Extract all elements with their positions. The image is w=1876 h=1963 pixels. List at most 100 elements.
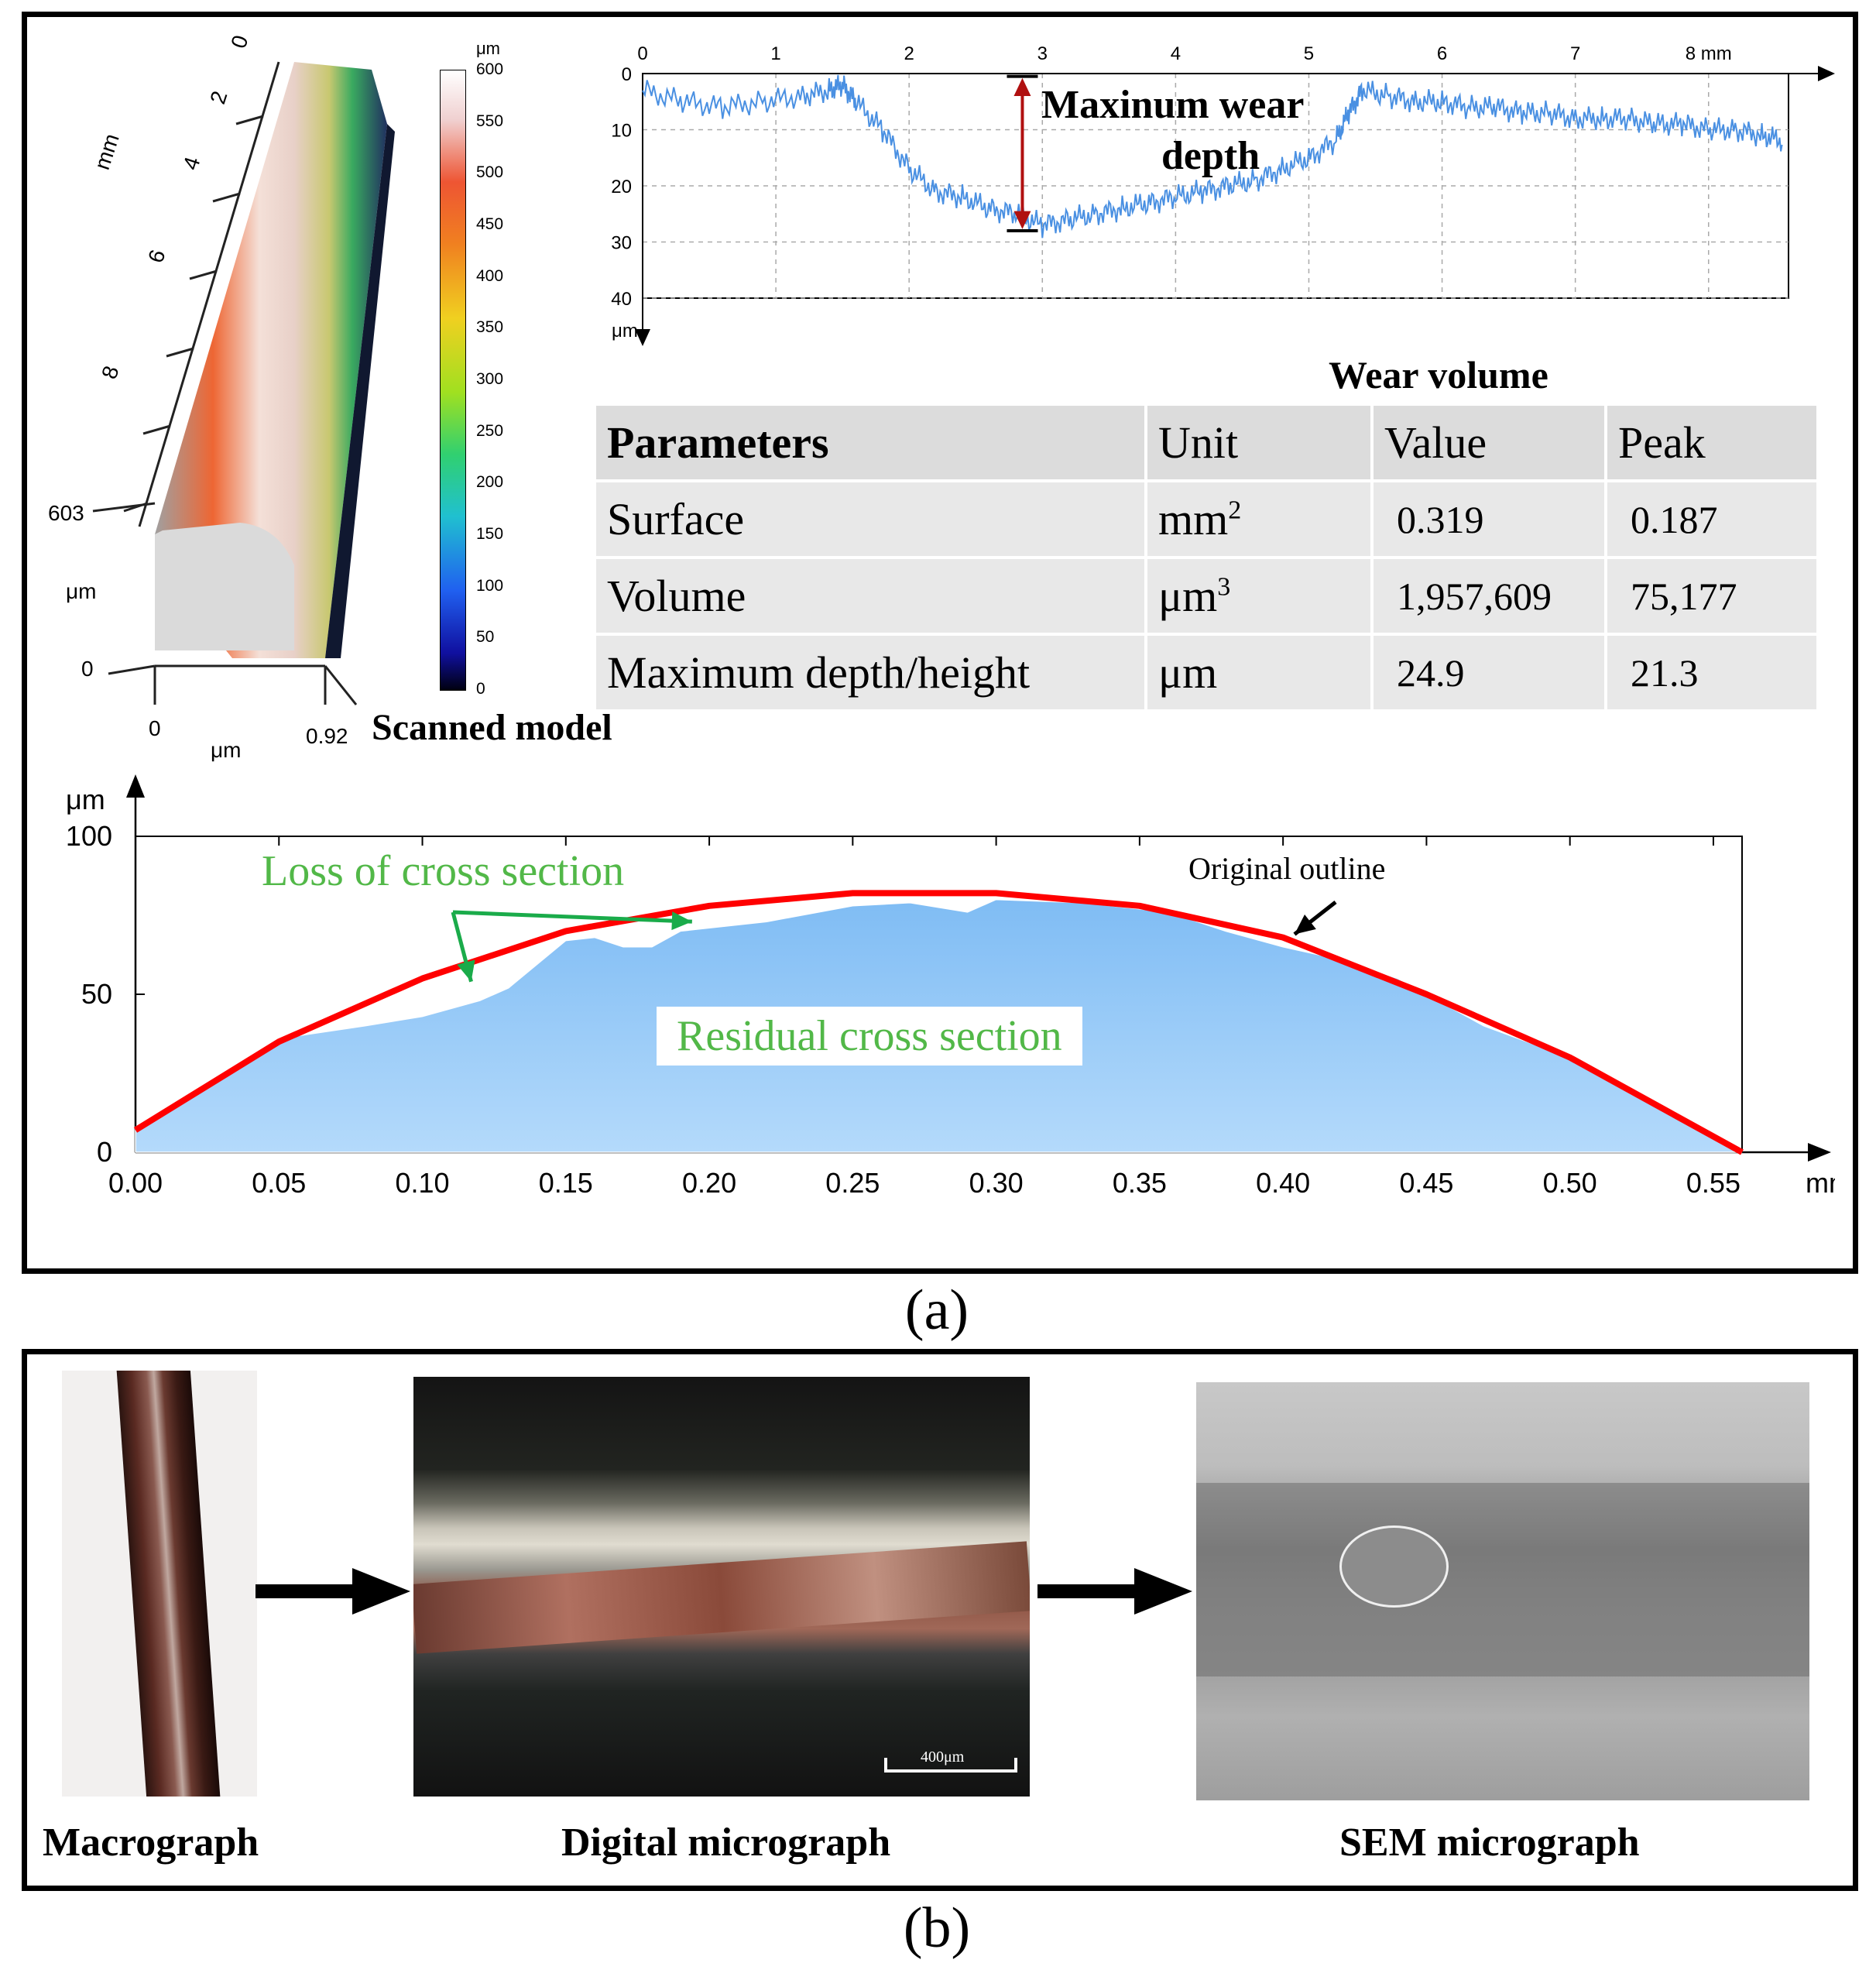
table-header-parameters: Parameters [593,403,1147,482]
y-tick-label: 50 [81,978,112,1010]
original-outline-line [133,890,1744,1155]
unit-base: μm [1158,647,1218,698]
model-z-tick-603: 603 [48,501,84,525]
sem-micrograph-image [1196,1382,1809,1800]
x-tick-label: 7 [1570,43,1580,64]
table-cell-peak: 0.187 [1604,479,1819,559]
x-tick-label: 6 [1437,43,1447,64]
x-tick-label: 0.00 [108,1167,163,1199]
wear-volume-table: Parameters Unit Value Peak Surface mm2 0… [593,403,1819,712]
table-header-peak: Peak [1604,403,1819,482]
y-tick-label: 100 [66,820,112,852]
wear-volume-title: Wear volume [1329,353,1548,396]
model-x-tick-0: 0 [149,716,161,740]
y-tick-label: 0 [97,1136,112,1168]
table-row: Maximum depth/height μm 24.9 21.3 [593,633,1819,712]
arrow-right-icon [256,1568,410,1615]
table-cell-param: Surface [593,479,1147,559]
panel-a-caption: (a) [904,1278,969,1342]
x-tick-label: 0.30 [969,1167,1024,1199]
depth-arrowhead-down [1013,211,1031,229]
x-tick-label: 1 [770,43,780,64]
sem-particle [1339,1525,1449,1608]
x-tick-label: 0.20 [682,1167,736,1199]
y-axis-arrowhead [635,329,650,346]
digital-micrograph-caption: Digital micrograph [561,1821,891,1865]
scanned-model-title: Scanned model [372,707,612,748]
scanned-model-3d [92,61,395,705]
x-tick-label: 0 [637,43,647,64]
colorbar-tick-label: 150 [476,525,504,543]
x-tick-label: 0.50 [1543,1167,1597,1199]
digital-micrograph-image: 400μm [413,1377,1030,1797]
loss-cross-section-label: Loss of cross section [262,847,625,895]
wear-band [413,1541,1030,1654]
y-tick-label: 0 [622,64,632,85]
max-wear-depth-label-1: Maxinum wear [1041,83,1305,127]
table-header-row: Parameters Unit Value Peak [593,403,1819,482]
original-outline-arrowhead [1294,915,1316,935]
scalebar-label: 400μm [921,1749,965,1766]
panel-b-frame [22,1349,1858,1891]
x-tick-label: 0.35 [1113,1167,1167,1199]
table-cell-value: 1,957,609 [1370,556,1607,636]
colorbar-tick-label: 100 [476,576,504,595]
table-cell-value: 24.9 [1370,633,1607,712]
y-unit-label: μm [66,784,105,815]
colorbar-tick-label: 500 [476,163,504,182]
table-cell-unit: μm3 [1144,556,1374,636]
wear-depth-profile-chart: 0 1 2 3 4 5 6 7 8 mm 0 10 20 30 40 μm [611,43,1835,346]
unit-base: μm [1158,571,1218,621]
table-cell-unit: mm2 [1144,479,1374,559]
profile-line [642,74,1783,239]
arrow-right-icon [1037,1568,1192,1615]
table-header-unit: Unit [1144,403,1374,482]
x-tick-label: 8 mm [1686,43,1732,64]
unit-sup: 2 [1228,496,1242,525]
table-cell-peak: 75,177 [1604,556,1819,636]
residual-cross-section-label: Residual cross section [657,1007,1082,1066]
scalebar [884,1769,1017,1773]
colorbar [440,70,466,691]
x-unit-label: mm [1806,1167,1835,1199]
max-wear-depth-label-2: depth [1161,134,1260,178]
table-header-value: Value [1370,403,1607,482]
model-x-unit: μm [211,738,242,762]
loss-arrowhead [671,911,692,931]
y-tick-label: 20 [611,177,632,197]
colorbar-tick-label: 400 [476,266,504,285]
cross-section-chart: 0.00 0.05 0.10 0.15 0.20 0.25 0.30 0.35 0.40 0.45… [66,774,1835,1199]
x-tick-label: 3 [1037,43,1048,64]
table-cell-param: Maximum depth/height [593,633,1147,712]
colorbar-tick-label: 300 [476,370,504,388]
scalebar-right-tick [1014,1758,1017,1773]
table-cell-peak: 21.3 [1604,633,1819,712]
panel-a-frame [22,12,1858,1274]
model-x-tick-092: 0.92 [306,724,348,748]
scalebar-left-tick [884,1758,887,1773]
y-tick-label: 10 [611,121,632,142]
y-tick-label: 30 [611,233,632,254]
wire-shape [115,1371,222,1797]
unit-sup: 3 [1217,572,1231,602]
colorbar-tick-label: 600 [476,60,504,78]
model-z-unit: μm [66,579,97,603]
macrograph-caption: Macrograph [43,1821,259,1865]
x-tick-label: 0.40 [1256,1167,1310,1199]
x-tick-label: 5 [1304,43,1314,64]
table-row: Surface mm2 0.319 0.187 [593,479,1819,559]
x-axis-arrowhead [1818,66,1835,81]
x-tick-label: 0.45 [1399,1167,1453,1199]
table-cell-param: Volume [593,556,1147,636]
table-cell-value: 0.319 [1370,479,1607,559]
sem-wear-track [1196,1483,1809,1676]
colorbar-tick-label: 250 [476,421,504,440]
x-axis-arrowhead [1808,1143,1831,1162]
x-tick-label: 2 [904,43,914,64]
model-z-tick-0: 0 [81,657,94,681]
colorbar-unit: μm [476,39,501,58]
unit-base: mm [1158,494,1229,544]
loss-arrowhead [457,959,475,982]
x-tick-label: 4 [1171,43,1181,64]
loss-arrow-line [452,910,692,924]
